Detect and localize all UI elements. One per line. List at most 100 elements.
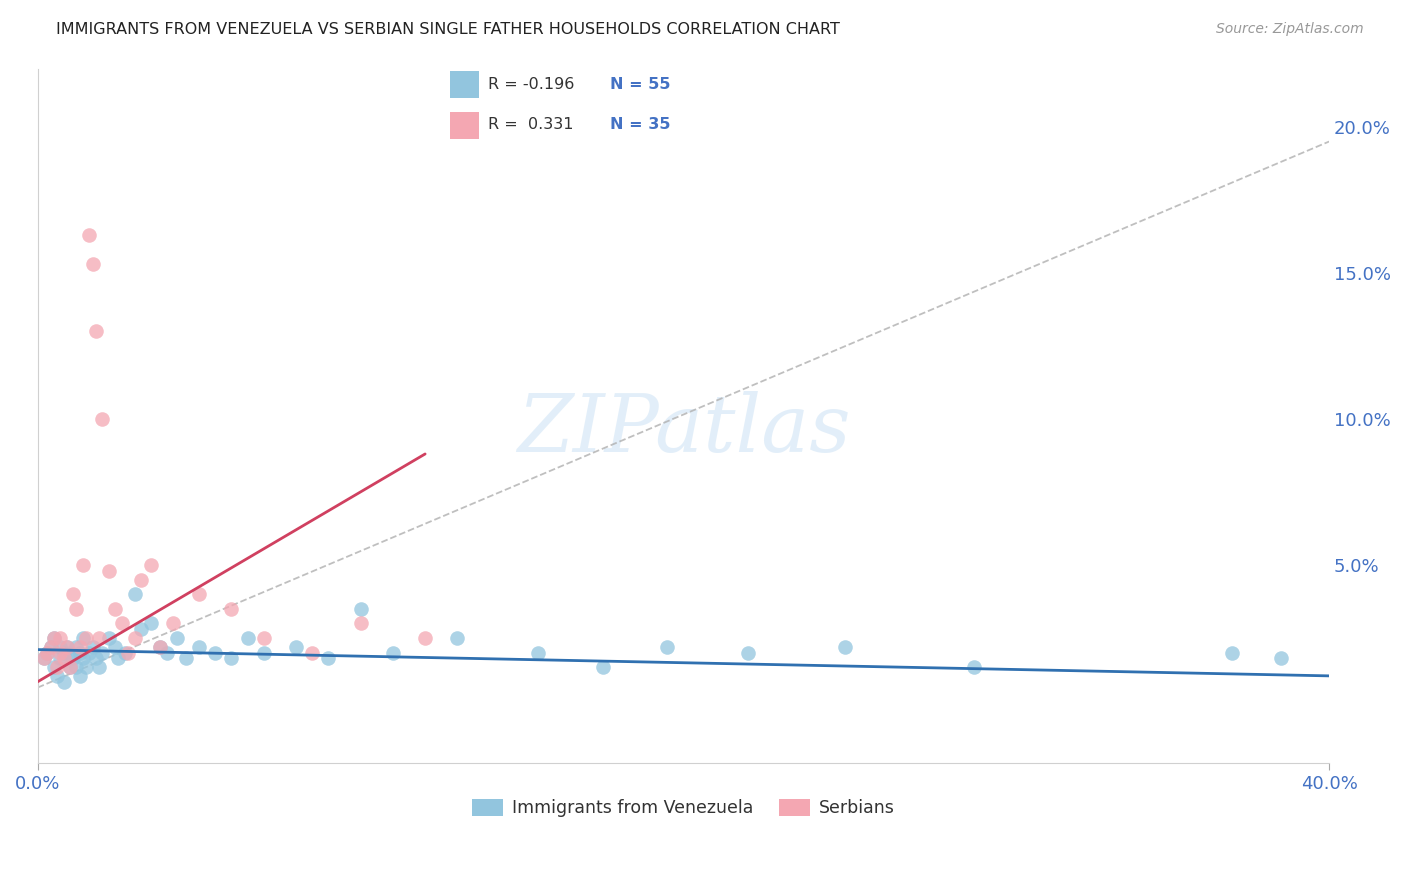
Point: [156, 646, 179, 660]
Point: [1270, 651, 1292, 665]
Point: [139, 616, 162, 631]
Point: [1220, 646, 1243, 660]
Point: [79, 227, 101, 242]
Point: [413, 631, 436, 645]
Point: [253, 631, 276, 645]
Point: [65, 660, 87, 674]
Text: IMMIGRANTS FROM VENEZUELA VS SERBIAN SINGLE FATHER HOUSEHOLDS CORRELATION CHART: IMMIGRANTS FROM VENEZUELA VS SERBIAN SIN…: [56, 22, 841, 37]
Point: [39, 640, 62, 654]
Point: [75, 660, 97, 674]
Point: [188, 640, 211, 654]
Bar: [450, 112, 479, 139]
Point: [349, 601, 371, 615]
Point: [301, 646, 323, 660]
Point: [285, 640, 308, 654]
Point: [42, 631, 65, 645]
Point: [124, 631, 146, 645]
Point: [84, 651, 107, 665]
Point: [129, 622, 152, 636]
Point: [75, 631, 97, 645]
Point: [174, 651, 197, 665]
Bar: [450, 71, 479, 98]
Point: [59, 660, 82, 674]
Point: [97, 564, 120, 578]
Text: Source: ZipAtlas.com: Source: ZipAtlas.com: [1216, 22, 1364, 37]
Point: [72, 558, 94, 572]
Point: [32, 651, 55, 665]
Point: [62, 651, 84, 665]
Point: [316, 651, 339, 665]
Point: [82, 640, 104, 654]
Point: [79, 646, 101, 660]
Point: [149, 640, 172, 654]
Point: [55, 640, 77, 654]
Text: R =  0.331: R = 0.331: [488, 117, 574, 132]
Point: [69, 646, 91, 660]
Point: [62, 587, 84, 601]
Point: [129, 573, 152, 587]
Point: [69, 640, 91, 654]
Point: [107, 651, 129, 665]
Point: [46, 660, 69, 674]
Point: [117, 646, 139, 660]
Point: [527, 646, 550, 660]
Point: [657, 640, 679, 654]
Point: [188, 587, 211, 601]
Point: [111, 616, 134, 631]
Point: [52, 674, 75, 689]
Text: ZIPatlas: ZIPatlas: [516, 392, 851, 468]
Point: [166, 631, 188, 645]
Point: [65, 640, 87, 654]
Text: N = 55: N = 55: [610, 77, 671, 92]
Point: [124, 587, 146, 601]
Point: [349, 616, 371, 631]
Legend: Immigrants from Venezuela, Serbians: Immigrants from Venezuela, Serbians: [465, 792, 901, 824]
Text: R = -0.196: R = -0.196: [488, 77, 574, 92]
Point: [204, 646, 226, 660]
Point: [97, 631, 120, 645]
Point: [52, 646, 75, 660]
Point: [162, 616, 184, 631]
Point: [82, 257, 104, 271]
Point: [42, 660, 65, 674]
Point: [69, 669, 91, 683]
Point: [59, 646, 82, 660]
Point: [49, 651, 72, 665]
Text: N = 35: N = 35: [610, 117, 671, 132]
Point: [39, 640, 62, 654]
Point: [37, 646, 59, 660]
Point: [65, 601, 87, 615]
Point: [114, 646, 136, 660]
Point: [221, 601, 243, 615]
Point: [91, 646, 114, 660]
Point: [592, 660, 614, 674]
Point: [72, 651, 94, 665]
Point: [37, 646, 59, 660]
Point: [253, 646, 276, 660]
Point: [42, 631, 65, 645]
Point: [59, 660, 82, 674]
Point: [104, 601, 127, 615]
Point: [834, 640, 856, 654]
Point: [49, 640, 72, 654]
Point: [49, 646, 72, 660]
Point: [46, 669, 69, 683]
Point: [32, 651, 55, 665]
Point: [737, 646, 759, 660]
Point: [381, 646, 404, 660]
Point: [139, 558, 162, 572]
Point: [221, 651, 243, 665]
Point: [149, 640, 172, 654]
Point: [104, 640, 127, 654]
Point: [963, 660, 986, 674]
Point: [87, 631, 110, 645]
Point: [72, 631, 94, 645]
Point: [49, 631, 72, 645]
Point: [55, 640, 77, 654]
Point: [84, 324, 107, 338]
Point: [52, 651, 75, 665]
Point: [91, 412, 114, 426]
Point: [236, 631, 259, 645]
Point: [446, 631, 468, 645]
Point: [87, 660, 110, 674]
